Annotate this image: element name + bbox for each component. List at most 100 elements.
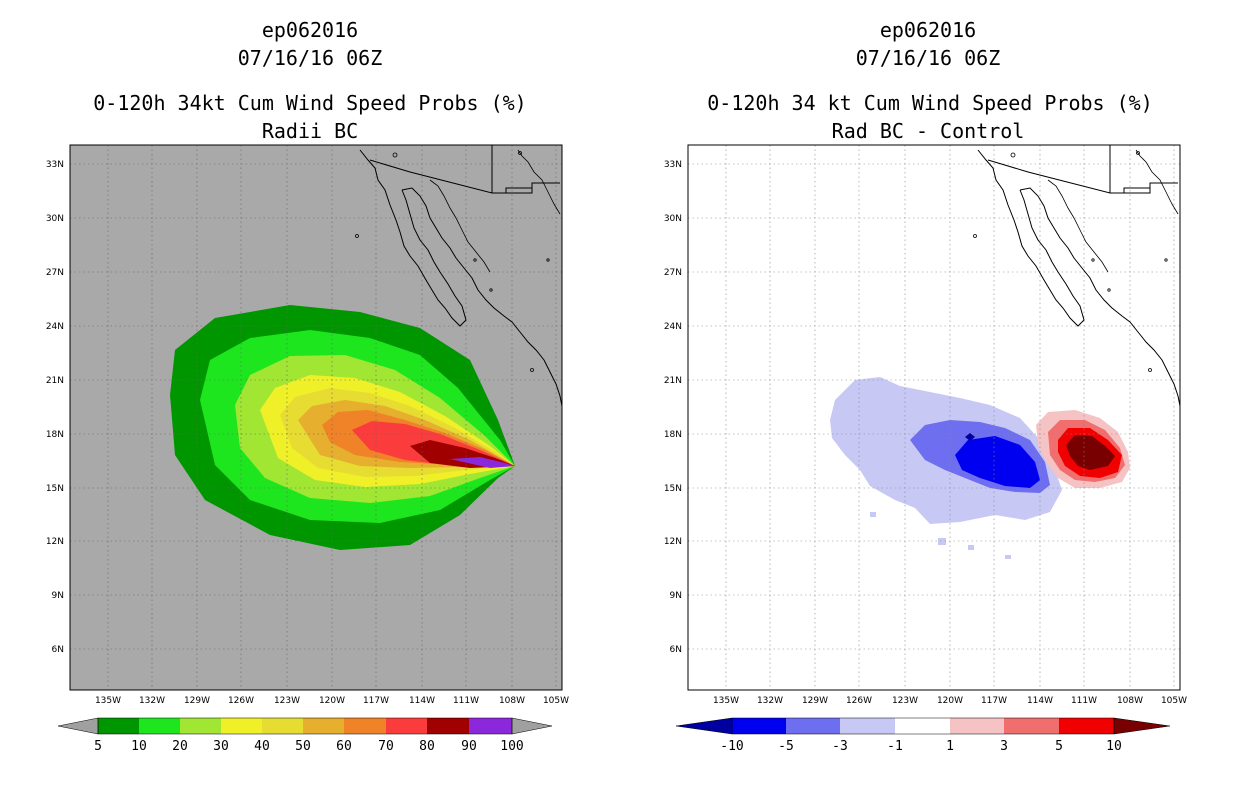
right-colorbar-swatch — [950, 718, 1004, 734]
left-lat-label: 6N — [52, 645, 64, 655]
left-lat-labels: 33N 30N 27N 24N 21N 18N 15N 12N 9N 6N — [46, 160, 64, 655]
left-title: 0-120h 34kt Cum Wind Speed Probs (%) — [93, 91, 527, 115]
left-lat-label: 15N — [46, 484, 64, 494]
right-datetime: 07/16/16 06Z — [855, 46, 1001, 70]
left-prob-90 — [450, 457, 515, 468]
left-lon-label: 126W — [228, 696, 254, 706]
right-diff-neg10 — [965, 433, 975, 441]
right-lat-label: 12N — [664, 537, 682, 547]
left-colorbar-swatch — [98, 718, 139, 734]
right-lat-label: 18N — [664, 430, 682, 440]
right-lon-label: 105W — [1161, 696, 1187, 706]
left-lat-label: 12N — [46, 537, 64, 547]
right-colorbar-swatch — [895, 718, 950, 734]
left-colorbar-label: 30 — [213, 739, 229, 754]
right-lon-label: 135W — [713, 696, 739, 706]
right-lon-label: 123W — [892, 696, 918, 706]
right-colorbar-label: 3 — [1000, 739, 1008, 754]
right-grid — [688, 145, 1180, 690]
right-colorbar-swatch — [1059, 718, 1114, 734]
left-lon-label: 129W — [184, 696, 210, 706]
left-colorbar: 5 10 20 30 40 50 60 70 80 90 100 — [57, 717, 553, 754]
right-diff-speck — [938, 538, 946, 545]
right-colorbar-swatch — [732, 718, 786, 734]
left-colorbar-label: 100 — [500, 739, 523, 754]
right-lon-label: 108W — [1117, 696, 1143, 706]
left-colorbar-swatch — [303, 718, 344, 734]
right-map — [687, 144, 1181, 691]
right-colorbar-label: -10 — [720, 739, 743, 754]
left-colorbar-label: 60 — [336, 739, 352, 754]
right-lon-label: 132W — [757, 696, 783, 706]
left-datetime: 07/16/16 06Z — [237, 46, 383, 70]
right-lat-label: 21N — [664, 376, 682, 386]
left-colorbar-swatch — [262, 718, 303, 734]
left-colorbar-label: 90 — [461, 739, 477, 754]
left-lon-label: 132W — [139, 696, 165, 706]
left-colorbar-swatch — [180, 718, 221, 734]
left-lat-label: 21N — [46, 376, 64, 386]
right-lon-labels: 135W 132W 129W 126W 123W 120W 117W 114W … — [713, 696, 1187, 706]
left-lat-label: 9N — [52, 591, 64, 601]
left-lat-label: 33N — [46, 160, 64, 170]
left-lat-label: 24N — [46, 322, 64, 332]
left-lat-label: 27N — [46, 268, 64, 278]
right-lat-label: 6N — [670, 645, 682, 655]
left-map — [69, 144, 563, 691]
left-grid — [70, 145, 562, 690]
right-lon-label: 111W — [1071, 696, 1097, 706]
left-colorbar-swatch — [221, 718, 262, 734]
left-colorbar-label: 80 — [419, 739, 435, 754]
left-colorbar-swatch — [386, 718, 427, 734]
right-colorbar-swatch — [786, 718, 840, 734]
right-colorbar: -10 -5 -3 -1 1 3 5 10 — [675, 717, 1171, 754]
right-lon-label: 120W — [937, 696, 963, 706]
left-colorbar-label: 20 — [172, 739, 188, 754]
right-colorbar-swatch — [1004, 718, 1059, 734]
right-diff-speck — [870, 512, 876, 517]
right-lon-label: 129W — [802, 696, 828, 706]
right-colorbar-label: 1 — [946, 739, 954, 754]
right-diff-speck — [968, 545, 974, 550]
right-lat-label: 9N — [670, 591, 682, 601]
left-colorbar-label: 40 — [254, 739, 270, 754]
right-storm-id: ep062016 — [879, 18, 977, 42]
right-subtitle: Rad BC - Control — [831, 119, 1025, 143]
right-lat-labels: 33N 30N 27N 24N 21N 18N 15N 12N 9N 6N — [664, 160, 682, 655]
left-lat-label: 18N — [46, 430, 64, 440]
left-colorbar-label: 70 — [378, 739, 394, 754]
right-lon-label: 117W — [981, 696, 1007, 706]
right-title: 0-120h 34 kt Cum Wind Speed Probs (%) — [707, 91, 1153, 115]
left-colorbar-swatch — [344, 718, 386, 734]
left-colorbar-swatch — [139, 718, 180, 734]
left-lon-label: 111W — [453, 696, 479, 706]
left-lon-label: 123W — [274, 696, 300, 706]
left-colorbar-swatch — [427, 718, 469, 734]
left-colorbar-label: 50 — [295, 739, 311, 754]
right-lon-label: 126W — [846, 696, 872, 706]
right-colorbar-under — [676, 718, 732, 734]
right-lat-label: 24N — [664, 322, 682, 332]
left-colorbar-over — [512, 718, 552, 734]
left-lon-label: 135W — [95, 696, 121, 706]
left-lon-labels: 135W 132W 129W 126W 123W 120W 117W 114W … — [95, 696, 569, 706]
left-storm-id: ep062016 — [261, 18, 359, 42]
right-lat-label: 15N — [664, 484, 682, 494]
right-colorbar-label: -3 — [832, 739, 848, 754]
left-colorbar-swatch — [469, 718, 512, 734]
right-colorbar-label: -5 — [778, 739, 794, 754]
right-colorbar-label: -1 — [887, 739, 903, 754]
left-colorbar-under — [58, 718, 98, 734]
left-subtitle: Radii BC — [261, 119, 359, 143]
right-lat-label: 27N — [664, 268, 682, 278]
left-lon-label: 114W — [409, 696, 435, 706]
right-lon-label: 114W — [1027, 696, 1053, 706]
left-colorbar-label: 10 — [131, 739, 147, 754]
right-diff-pos10 — [1066, 435, 1115, 470]
right-colorbar-swatch — [840, 718, 895, 734]
right-colorbar-label: 10 — [1106, 739, 1122, 754]
left-lon-label: 105W — [543, 696, 569, 706]
left-lon-label: 108W — [499, 696, 525, 706]
right-colorbar-over — [1114, 718, 1170, 734]
left-colorbar-label: 5 — [94, 739, 102, 754]
